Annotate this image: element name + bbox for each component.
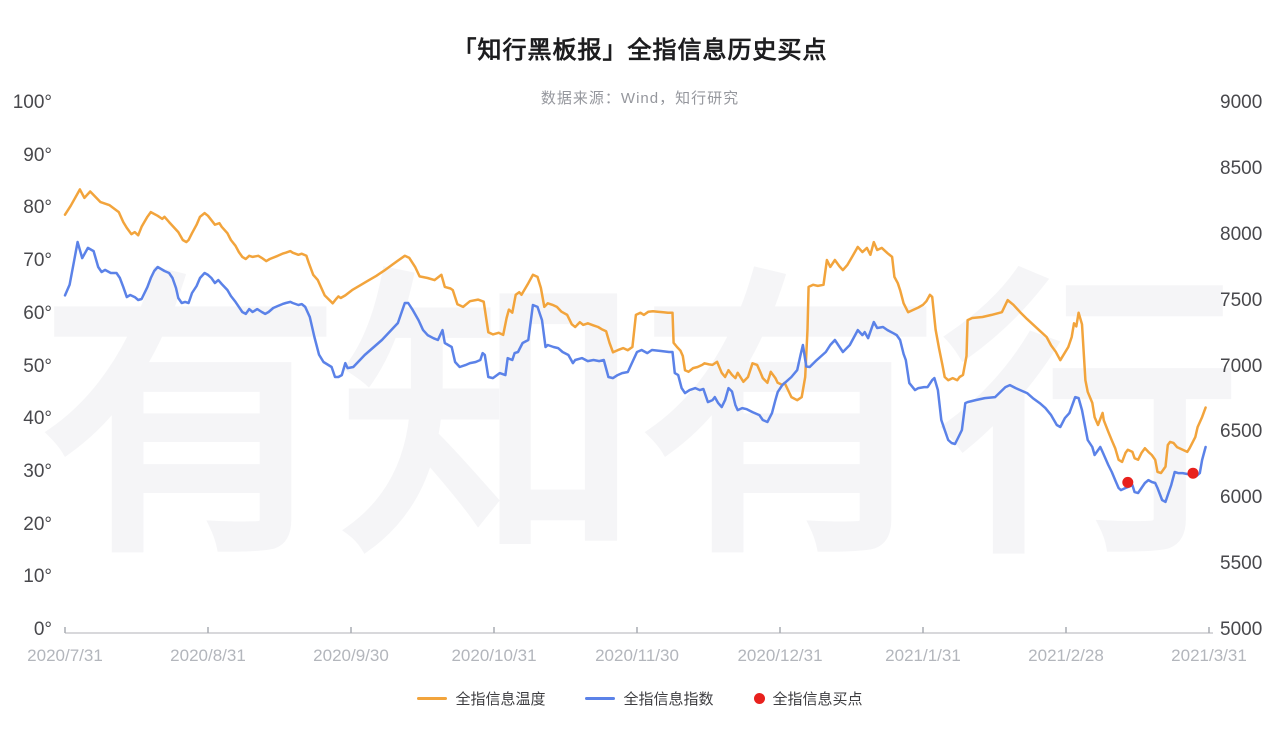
right-axis-label: 9000 (1220, 92, 1263, 113)
x-axis-date-label: 2020/7/31 (27, 646, 103, 665)
right-axis-label: 5500 (1220, 553, 1263, 575)
x-axis-date-label: 2021/1/31 (885, 646, 961, 665)
temperature-line-swatch-icon (417, 697, 448, 700)
buy-point-dot-swatch-icon (753, 693, 765, 704)
right-axis-label: 7000 (1220, 355, 1263, 377)
x-axis-date-label: 2020/12/31 (737, 646, 823, 665)
legend-label-buypoint: 全指信息买点 (772, 691, 863, 708)
legend-item-index[interactable]: 全指信息指数 (585, 688, 714, 709)
page-title: 「知行黑板报」全指信息历史买点 (452, 37, 828, 64)
legend-item-buypoint[interactable]: 全指信息买点 (753, 688, 863, 709)
x-axis-date-label: 2021/3/31 (1171, 646, 1247, 665)
left-axis-label: 70° (23, 250, 52, 272)
left-axis-label: 90° (23, 144, 52, 166)
right-axis-label: 7500 (1220, 289, 1263, 311)
x-axis-date-label: 2021/2/28 (1028, 646, 1104, 665)
left-axis-label: 60° (23, 302, 52, 324)
legend-label-index: 全指信息指数 (623, 691, 714, 708)
buy-point-marker[interactable] (1122, 476, 1134, 488)
left-axis-label: 100° (12, 92, 52, 113)
x-axis-date-label: 2020/10/31 (451, 646, 537, 665)
right-axis-label: 6500 (1220, 421, 1263, 443)
x-axis-date-label: 2020/9/30 (313, 646, 389, 665)
x-axis-date-label: 2020/8/31 (170, 646, 246, 665)
temperature-line-series[interactable] (63, 188, 1207, 475)
right-axis-label: 5000 (1220, 619, 1263, 640)
right-axis-label: 8500 (1220, 157, 1263, 179)
left-axis-label: 80° (23, 197, 52, 219)
left-axis-label: 50° (23, 355, 52, 377)
buy-point-marker[interactable] (1187, 467, 1199, 479)
x-axis-date-label: 2020/11/30 (595, 646, 679, 665)
chart-legend: 全指信息温度 全指信息指数 全指信息买点 (0, 688, 1280, 709)
right-axis-label: 8000 (1220, 223, 1263, 245)
right-axis-label: 6000 (1220, 487, 1263, 509)
left-axis-label: 30° (23, 460, 52, 482)
legend-label-temperature: 全指信息温度 (455, 691, 546, 708)
left-axis-label: 40° (23, 408, 52, 430)
chart-subtitle: 数据来源：Wind，知行研究 (540, 90, 740, 107)
index-line-series[interactable] (63, 240, 1207, 504)
left-axis-label: 20° (23, 513, 52, 535)
left-axis-label: 0° (33, 619, 52, 640)
index-line-swatch-icon (585, 697, 616, 700)
left-axis-label: 10° (23, 566, 52, 588)
legend-item-temperature[interactable]: 全指信息温度 (417, 688, 545, 709)
